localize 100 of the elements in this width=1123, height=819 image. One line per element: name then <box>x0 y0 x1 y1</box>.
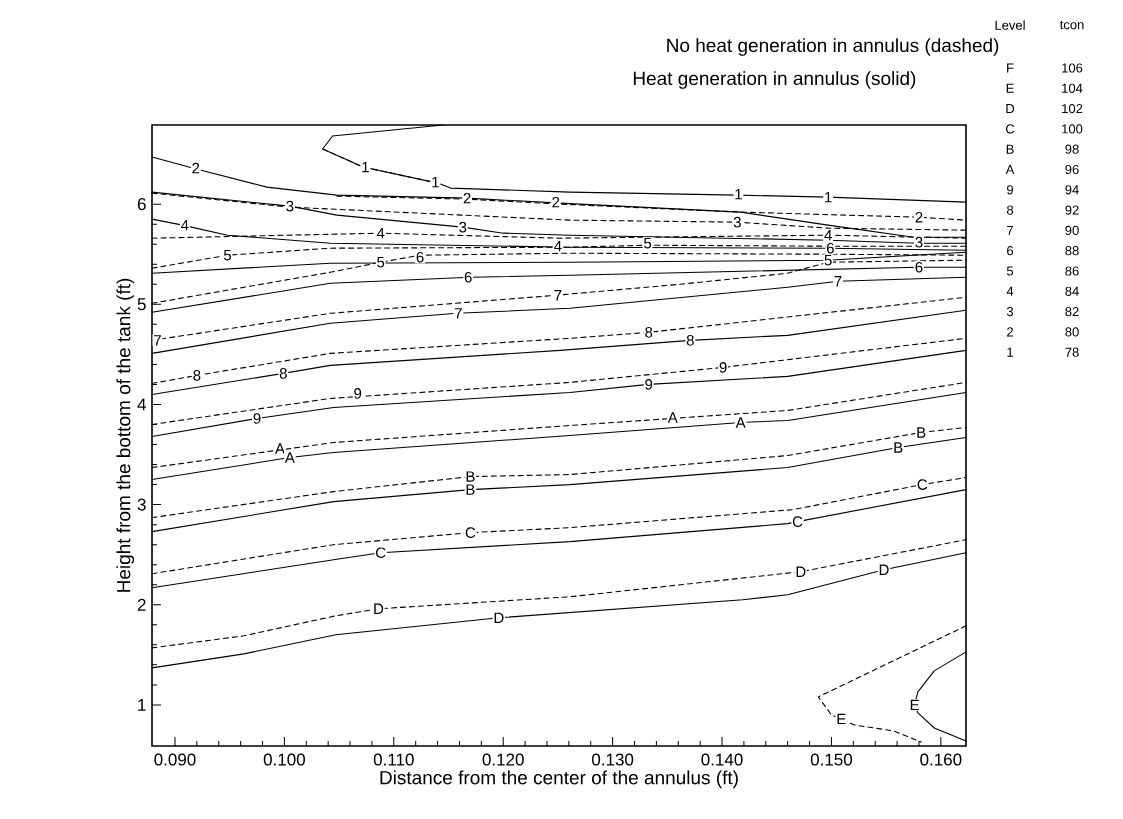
text: D <box>1006 104 1015 114</box>
y-tick-label: 6 <box>137 198 146 211</box>
text: tcon <box>1059 20 1084 30</box>
text: 8 <box>1006 205 1014 215</box>
text: 98 <box>1065 144 1079 154</box>
x-tick-label: 0.160 <box>920 753 962 766</box>
text: 9 <box>1007 185 1014 195</box>
annotation: 8 <box>645 327 653 338</box>
text: 80 <box>1065 327 1079 337</box>
annotation: 5 <box>223 249 232 261</box>
annotation: 3 <box>733 216 741 228</box>
text: 7 <box>1007 225 1013 235</box>
annotation: 1 <box>735 188 742 200</box>
text: 5 <box>1006 266 1014 276</box>
annotation: 8 <box>193 370 201 381</box>
annotation: 9 <box>354 388 362 399</box>
annotation: D <box>374 603 384 614</box>
y-tick-label: 1 <box>138 699 146 711</box>
y-axis-title: Height from the bottom of the tank (ft) <box>116 278 135 592</box>
chart-subtitle: Heat generation in annulus (solid) <box>633 71 916 89</box>
annotation: 6 <box>464 271 472 283</box>
annotation: 7 <box>554 290 562 301</box>
chart-title: No heat generation in annulus (dashed) <box>667 38 999 56</box>
annotation: D <box>879 564 889 575</box>
text: B <box>1006 144 1014 154</box>
annotation: 5 <box>824 254 832 266</box>
annotation: C <box>917 479 928 490</box>
annotation: 3 <box>286 200 294 212</box>
annotation: 7 <box>154 335 161 346</box>
text: 90 <box>1065 225 1079 235</box>
annotation: 4 <box>181 220 189 231</box>
annotation: A <box>667 412 678 423</box>
annotation: 8 <box>686 335 694 346</box>
annotation: 9 <box>645 379 653 390</box>
annotation: 7 <box>834 276 842 287</box>
annotation: 7 <box>454 308 462 319</box>
annotation: B <box>894 442 903 453</box>
text: 1 <box>1007 347 1013 357</box>
annotation: A <box>275 443 285 454</box>
text: 84 <box>1065 286 1079 296</box>
text: 96 <box>1065 164 1079 175</box>
annotation: 6 <box>826 242 834 254</box>
text: 78 <box>1065 347 1079 357</box>
annotation: A <box>735 417 746 428</box>
text: 94 <box>1065 185 1079 195</box>
x-axis-title: Distance from the center of the annulus (ft) <box>380 770 738 789</box>
x-tick-label: 0.130 <box>592 753 634 766</box>
text: 86 <box>1065 266 1079 276</box>
annotation: B <box>466 484 475 495</box>
text: 92 <box>1065 205 1079 215</box>
y-tick-label: 5 <box>137 298 146 311</box>
text: 104 <box>1062 83 1083 93</box>
annotation: 3 <box>459 221 467 233</box>
annotation: 2 <box>915 211 923 223</box>
annotation: C <box>792 516 803 527</box>
annotation: 5 <box>377 256 385 268</box>
annotation: 4 <box>376 228 385 239</box>
annotation: 4 <box>824 230 832 241</box>
annotation: C <box>465 527 476 538</box>
annotation: 8 <box>279 368 287 379</box>
annotation: 2 <box>192 162 200 174</box>
annotation: E <box>837 713 846 725</box>
annotation: 9 <box>253 413 261 424</box>
annotation: E <box>910 699 919 711</box>
x-tick-label: 0.120 <box>482 753 524 766</box>
annotation: 1 <box>825 191 832 203</box>
annotation: 2 <box>463 192 471 204</box>
text: 102 <box>1062 103 1083 114</box>
text: F <box>1007 63 1014 73</box>
text: 88 <box>1065 246 1079 256</box>
x-tick-label: 0.090 <box>154 753 196 766</box>
annotation: A <box>284 452 295 463</box>
x-tick-label: 0.140 <box>701 753 743 766</box>
text: 3 <box>1006 306 1014 317</box>
text: A <box>1005 165 1015 174</box>
annotation: 3 <box>915 236 923 248</box>
y-tick-label: 3 <box>137 498 146 511</box>
y-tick-label: 2 <box>137 598 146 611</box>
annotation: 5 <box>644 237 652 249</box>
x-tick-label: 0.150 <box>810 753 853 766</box>
y-tick-label: 4 <box>137 398 146 411</box>
annotation: B <box>917 427 926 438</box>
annotation: D <box>796 566 806 577</box>
text: 2 <box>1007 327 1013 337</box>
annotation: D <box>494 612 504 623</box>
text: 82 <box>1065 306 1079 317</box>
annotation: 1 <box>432 176 439 188</box>
text: 4 <box>1006 286 1014 296</box>
x-tick-label: 0.110 <box>373 753 414 766</box>
text: 100 <box>1062 124 1083 134</box>
annotation: 6 <box>416 251 424 263</box>
annotation: 9 <box>719 362 727 373</box>
text: 106 <box>1062 63 1083 73</box>
text: 6 <box>1007 246 1014 256</box>
annotation: B <box>466 471 475 482</box>
annotation: 1 <box>362 161 369 173</box>
x-tick-label: 0.100 <box>263 753 305 766</box>
text: C <box>1005 124 1015 134</box>
annotation: 6 <box>915 261 923 273</box>
text: E <box>1006 83 1014 93</box>
